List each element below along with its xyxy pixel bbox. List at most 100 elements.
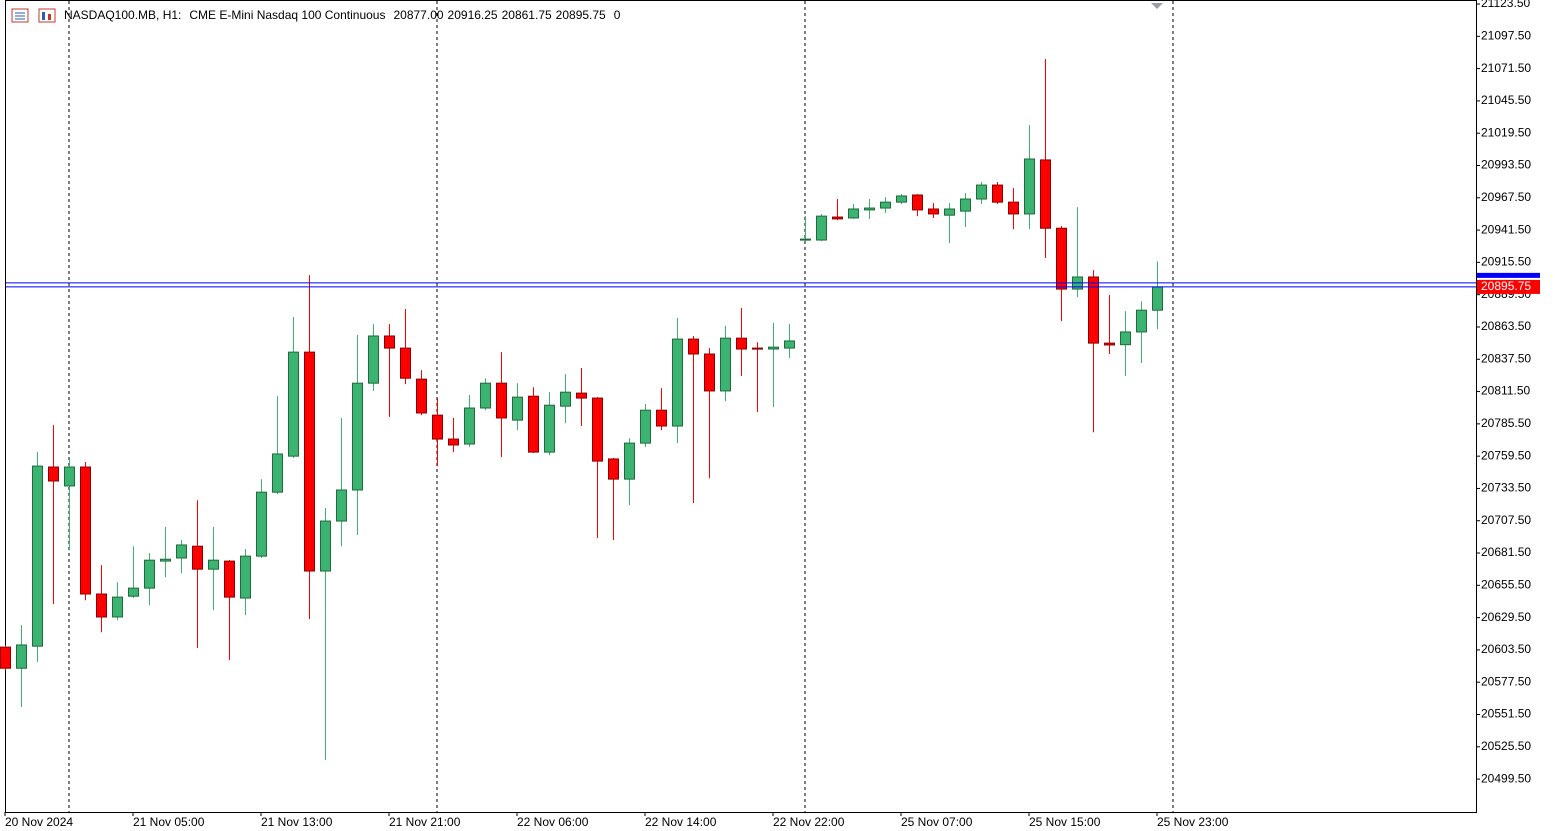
candle-body [1024,158,1035,215]
candle-body [448,438,459,446]
ask-tag [1477,272,1540,278]
y-tick-label: 20993.50 [1481,158,1531,172]
candle-body [336,489,347,522]
candle-body [752,347,763,350]
candle-body [832,216,843,220]
candle-body [464,407,475,445]
candle-body [592,397,603,462]
y-tick-label: 20577.50 [1481,674,1531,688]
candle-body [256,491,267,557]
candle-body [64,466,75,487]
candle-body [1136,309,1147,333]
candle-body [688,338,699,355]
symbol: NASDAQ100.MB, H1: [64,8,181,22]
y-tick-label: 21097.50 [1481,29,1531,43]
candle-body [432,414,443,440]
x-tick-label: 25 Nov 23:00 [1157,815,1229,829]
candle-body [400,347,411,379]
candle-body [976,184,987,200]
candle-body [624,442,635,480]
y-tick-label: 20785.50 [1481,416,1531,430]
candle-body [96,593,107,618]
candle-body [240,555,251,599]
y-tick-label: 20811.50 [1481,384,1530,398]
candle-body [112,596,123,618]
candle-body [272,453,283,493]
candle-body [736,337,747,350]
candle-body [816,215,827,241]
candle-body [144,559,155,589]
y-tick-label: 20525.50 [1481,739,1531,753]
x-tick-label: 22 Nov 06:00 [517,815,589,829]
x-tick-label: 21 Nov 13:00 [261,815,333,829]
last-price-label: 20895.75 [1481,279,1531,293]
candle-body [32,465,43,647]
x-tick-label: 25 Nov 07:00 [901,815,973,829]
candle-body [16,644,27,669]
icon-chart [38,8,56,23]
candle-body [496,382,507,419]
candle-body [672,338,683,427]
header-volume: 0 [614,8,621,22]
y-tick-label: 20551.50 [1481,707,1531,721]
x-tick-label: 22 Nov 22:00 [773,815,845,829]
y-tick-label: 20863.50 [1481,319,1531,333]
candle-body [880,201,891,209]
candle-body [224,560,235,598]
header-icons [11,8,56,23]
candle-body [160,558,171,562]
candle-body [912,194,923,211]
y-tick-label: 20915.50 [1481,255,1531,269]
y-tick-label: 20603.50 [1481,642,1531,656]
candle-body [288,351,299,457]
last-price-tag [1477,279,1540,294]
y-tick-label: 20655.50 [1481,577,1531,591]
y-tick-label: 20837.50 [1481,351,1531,365]
header-open: 20877.00 [393,8,443,22]
header-close: 20895.75 [556,8,606,22]
header-low: 20861.75 [502,8,552,22]
x-tick-label: 25 Nov 15:00 [1029,815,1101,829]
y-tick-label: 20629.50 [1481,610,1531,624]
candle-body [480,382,491,409]
candle-body [0,646,11,669]
candle-body [1088,276,1099,344]
candle-body [512,396,523,421]
candle-body [304,351,315,572]
candle-body [608,458,619,480]
icon-bar [48,14,51,20]
candle-body [992,184,1003,203]
candle-body [864,207,875,211]
y-tick-label: 21123.50 [1481,0,1530,10]
candle-body [944,208,955,216]
candle-body [320,520,331,572]
candle-body [848,208,859,219]
candle-body [528,395,539,453]
candle-body [368,335,379,384]
description: CME E-Mini Nasdaq 100 Continuous [189,8,385,22]
candle-body [1152,286,1163,311]
candle-body [1040,159,1051,229]
y-tick-label: 20681.50 [1481,545,1531,559]
candle-body [576,392,587,399]
candle-body [384,335,395,349]
candle-body [208,559,219,570]
candle-body [800,238,811,241]
candle-body [784,340,795,349]
candle-body [928,208,939,215]
icon-bar [42,12,45,20]
x-tick-label: 21 Nov 21:00 [389,815,461,829]
y-tick-label: 21019.50 [1481,125,1531,139]
candle-body [352,382,363,491]
candle-body [80,466,91,595]
candle-body [960,198,971,212]
y-tick-label: 20499.50 [1481,771,1531,785]
y-tick-label: 21045.50 [1481,93,1531,107]
candle-body [768,346,779,350]
candle-body [416,378,427,414]
candle-body [48,466,59,482]
candle-body [544,404,555,453]
candle-body [176,544,187,559]
candle-body [704,353,715,392]
